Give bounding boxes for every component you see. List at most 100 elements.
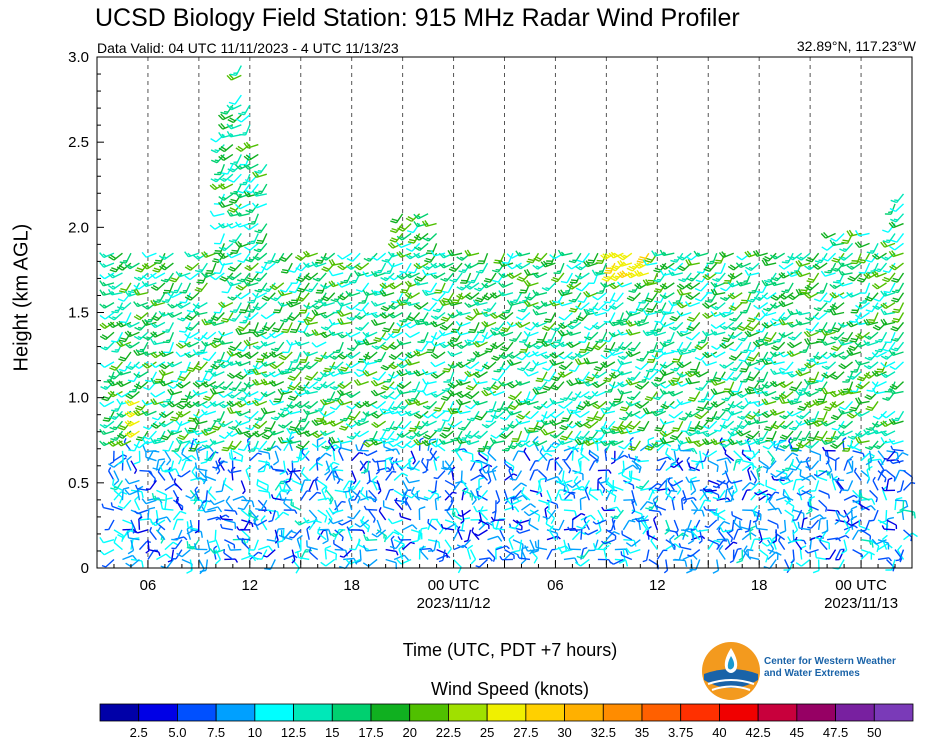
wind-barb (226, 222, 242, 229)
wind-barb (251, 399, 268, 407)
wind-barb (244, 410, 259, 420)
wind-barb (610, 450, 624, 461)
wind-barb (472, 350, 488, 358)
wind-barb (690, 499, 699, 515)
wind-barb (150, 338, 166, 346)
wind-barb (171, 420, 183, 433)
colorbar-swatch (641, 703, 682, 722)
wind-barb (186, 361, 200, 372)
wind-barb (617, 388, 633, 395)
wind-barb (235, 114, 251, 123)
wind-barb (255, 499, 268, 511)
wind-barb (279, 460, 287, 476)
wind-barb (903, 470, 913, 482)
wind-barb (224, 519, 237, 530)
wind-barb (194, 486, 200, 501)
wind-barb (464, 391, 480, 400)
wind-barb (603, 544, 610, 560)
wind-barb (468, 322, 480, 334)
wind-barb (447, 249, 463, 257)
wind-barb (175, 341, 191, 349)
wind-barb (797, 521, 811, 531)
wind-barb (281, 381, 293, 393)
colorbar-swatch (873, 703, 914, 722)
wind-barb (251, 202, 268, 209)
wind-barb (659, 418, 675, 425)
wind-barb (491, 465, 498, 481)
wind-barb (750, 470, 758, 484)
wind-barb (196, 371, 208, 383)
wind-barb (812, 559, 820, 574)
wind-barb (225, 495, 234, 511)
wind-barb (731, 511, 743, 521)
wind-barb (532, 359, 548, 367)
wind-barb (226, 371, 242, 379)
wind-barb (889, 381, 904, 390)
wind-barb (710, 351, 726, 359)
wind-barb (515, 311, 531, 321)
wind-barb (374, 262, 387, 274)
wind-barb (671, 351, 684, 363)
wind-barb (891, 292, 905, 303)
wind-barb (724, 449, 735, 462)
wind-barb (631, 460, 642, 474)
wind-barb (872, 410, 888, 420)
colorbar-swatch (486, 703, 527, 722)
wind-barb (181, 459, 193, 471)
x-tick-label: 12 (649, 577, 666, 594)
wind-barb (727, 292, 743, 300)
wind-barb (179, 282, 192, 294)
colorbar-swatch (138, 703, 178, 722)
wind-barb (795, 319, 811, 326)
wind-barb (141, 281, 157, 288)
y-tick-label: 1.5 (68, 305, 89, 322)
wind-barb (316, 437, 324, 451)
wind-barb (218, 252, 234, 260)
wind-barb (784, 452, 799, 462)
wind-barb (191, 466, 200, 481)
wind-barb (599, 470, 608, 485)
wind-barb (252, 302, 268, 311)
wind-barb (234, 360, 251, 367)
wind-barb (889, 460, 904, 465)
wind-barb (177, 312, 191, 322)
wind-barb (583, 357, 599, 365)
wind-barb (362, 369, 378, 377)
wind-barb (104, 519, 115, 531)
wind-barb (511, 430, 523, 443)
wind-barb (523, 370, 539, 377)
wind-barb (396, 339, 412, 346)
wind-barb (882, 223, 896, 233)
y-tick-label: 2.5 (68, 134, 89, 151)
wind-barb (116, 369, 132, 376)
wind-barb (644, 252, 658, 263)
wind-barb (127, 539, 135, 555)
wind-barb (254, 223, 268, 234)
wind-barb (282, 341, 293, 354)
wind-barb (415, 341, 429, 352)
wind-barb (847, 371, 862, 380)
wind-barb (288, 420, 302, 432)
wind-barb (111, 401, 124, 412)
wind-barb (741, 481, 756, 491)
wind-barb (481, 331, 497, 340)
wind-barb (499, 526, 506, 541)
wind-barb (597, 469, 612, 474)
wind-barb (291, 450, 302, 463)
wind-barb (745, 450, 760, 460)
wind-barb (328, 518, 344, 525)
wind-barb (295, 440, 310, 450)
wind-barb (276, 529, 285, 544)
wind-barb (218, 193, 234, 201)
wind-barb (287, 312, 302, 322)
wind-barb (328, 259, 344, 267)
wind-barb (475, 558, 488, 568)
wind-barb (116, 439, 132, 447)
wind-barb (287, 371, 302, 381)
wind-barb (314, 351, 327, 363)
wind-barb (712, 559, 720, 574)
wind-barb (625, 547, 641, 554)
wind-barb (158, 410, 174, 419)
wind-barb (803, 330, 819, 338)
wind-barb (240, 519, 251, 531)
